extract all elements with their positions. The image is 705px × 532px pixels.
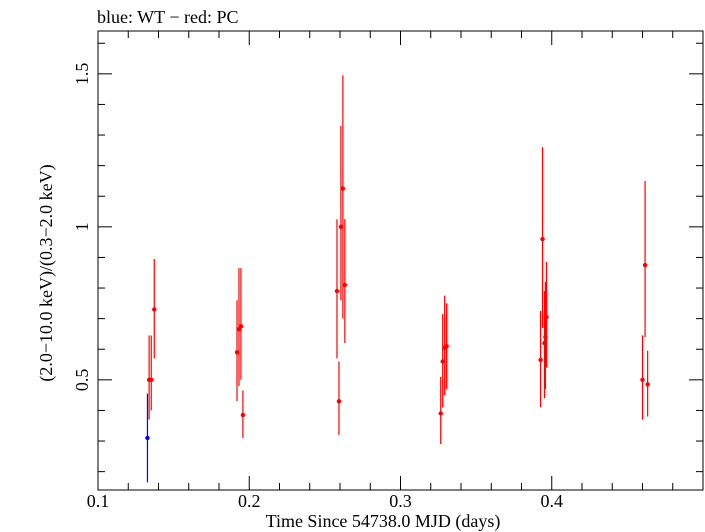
data-point: [338, 224, 344, 230]
data-point: [540, 236, 545, 242]
data-point: [444, 343, 449, 349]
data-point: [336, 399, 342, 404]
y-tick-label: 1.5: [72, 63, 92, 86]
y-tick-label: 0.5: [72, 369, 92, 392]
x-tick-label: 0.1: [87, 491, 110, 511]
series-wt: [145, 393, 150, 483]
data-point: [149, 377, 154, 383]
series-pc: [146, 75, 650, 445]
x-tick-label: 0.4: [541, 491, 564, 511]
y-axis-ticks: 0.5 1 1.5: [72, 42, 703, 473]
y-tick-label: 1: [72, 222, 92, 231]
x-axis-ticks: 0.1 0.2 0.3 0.4: [87, 31, 704, 511]
data-point: [234, 350, 240, 355]
data-point: [440, 359, 445, 364]
y-axis-label: (2.0−10.0 keV)/(0.3−2.0 keV): [36, 164, 57, 381]
data-point: [240, 412, 246, 418]
data-point: [340, 186, 346, 191]
data-point: [342, 282, 348, 288]
data-point: [645, 382, 650, 387]
data-point: [544, 314, 549, 320]
x-tick-label: 0.3: [389, 491, 412, 511]
data-point: [152, 307, 157, 312]
data-point: [238, 324, 244, 329]
data-point: [642, 262, 648, 268]
data-point: [538, 357, 543, 363]
chart-title: blue: WT − red: PC: [97, 7, 238, 27]
data-point: [438, 411, 443, 416]
x-axis-label: Time Since 54738.0 MJD (days): [266, 511, 501, 532]
data-point: [334, 288, 340, 294]
data-point: [640, 377, 645, 383]
data-points: [145, 75, 650, 483]
data-point: [145, 435, 150, 441]
x-tick-label: 0.2: [238, 491, 261, 511]
